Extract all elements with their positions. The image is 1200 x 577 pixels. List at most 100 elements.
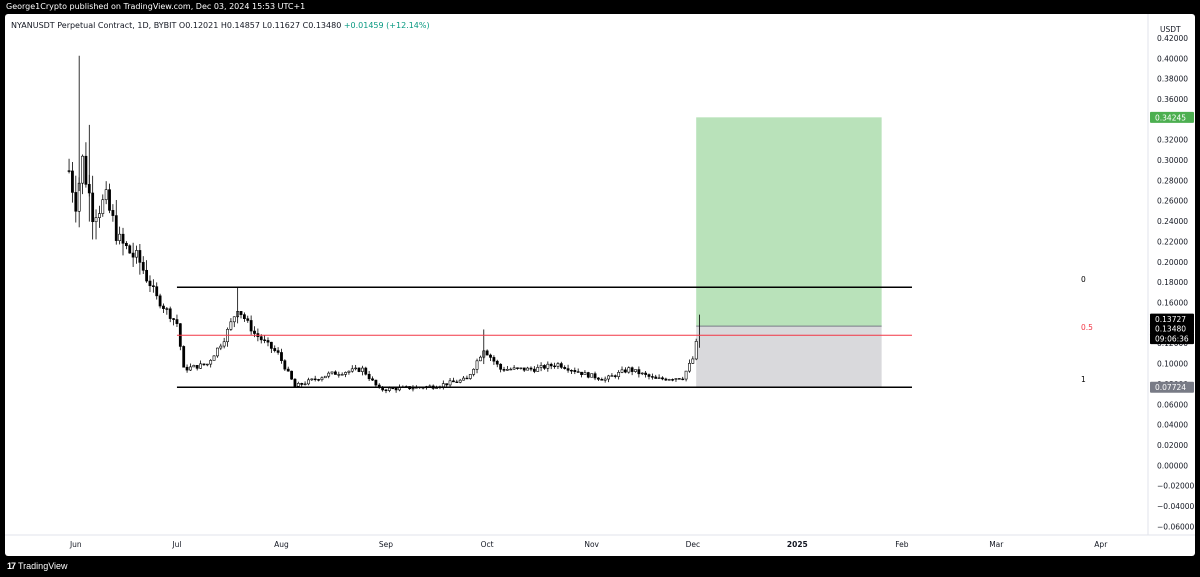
- time-tick-label: 2025: [787, 540, 808, 549]
- time-tick-label: Sep: [379, 540, 393, 549]
- candle-body: [286, 368, 290, 372]
- candle-body: [263, 339, 267, 341]
- candle-body: [553, 365, 556, 368]
- candle-body: [502, 369, 506, 371]
- candle-body: [489, 354, 492, 358]
- publisher-header: George1Crypto published on TradingView.c…: [0, 0, 1200, 14]
- candle-body: [529, 367, 533, 370]
- tradingview-logo[interactable]: 17 TradingView: [7, 561, 68, 572]
- price-label-box: [1150, 313, 1194, 325]
- price-tick-label: 0.24000: [1157, 217, 1188, 226]
- price-tick-label: 0.30000: [1157, 156, 1188, 165]
- candle-body: [280, 352, 283, 361]
- candle-body: [661, 377, 664, 380]
- price-label-box: [1150, 333, 1194, 345]
- time-tick-label: Nov: [584, 540, 599, 549]
- ohlc-high: H0.14857: [220, 21, 260, 30]
- candle-body: [350, 368, 354, 372]
- candle-body: [135, 250, 138, 258]
- candle-body: [229, 321, 233, 330]
- candle-body: [212, 355, 216, 361]
- candle-body: [610, 375, 614, 377]
- price-tick-label: 0.36000: [1157, 95, 1188, 104]
- candle-body: [681, 378, 685, 381]
- candle-body: [347, 370, 351, 373]
- candle-body: [334, 371, 337, 375]
- price-label-text: 0.13727: [1155, 315, 1186, 324]
- price-tick-label: 0.38000: [1157, 75, 1188, 84]
- fib-level-label: 0.5: [1081, 323, 1093, 332]
- price-tick-label: −0.02000: [1157, 482, 1195, 491]
- tradingview-logo-icon: 17: [7, 561, 16, 571]
- candle-body: [516, 367, 519, 369]
- candle-body: [232, 316, 236, 323]
- price-tick-label: 0.02000: [1157, 441, 1188, 450]
- time-tick-label: Apr: [1094, 540, 1108, 549]
- candle-body: [148, 280, 152, 287]
- candle-body: [124, 242, 128, 247]
- candle-body: [101, 199, 105, 214]
- price-tick-label: −0.04000: [1157, 502, 1195, 511]
- candle-body: [677, 378, 681, 380]
- candle-body: [654, 376, 658, 379]
- candle-body: [617, 372, 621, 377]
- time-tick-label: Dec: [686, 540, 701, 549]
- candle-body: [452, 380, 455, 383]
- candle-body: [283, 360, 287, 370]
- candle-body: [327, 372, 331, 377]
- candle-body: [293, 378, 297, 387]
- candle-body: [253, 330, 256, 334]
- candle-body: [526, 367, 530, 371]
- candle-body: [532, 368, 536, 372]
- candle-body: [691, 358, 695, 364]
- candle-body: [199, 363, 202, 369]
- candle-body: [512, 367, 516, 370]
- candle-body: [108, 189, 111, 211]
- candle-body: [607, 375, 610, 380]
- candle-body: [472, 368, 476, 375]
- time-tick-label: Oct: [481, 540, 494, 549]
- candle-body: [185, 366, 189, 371]
- candle-body: [320, 377, 324, 381]
- candle-body: [586, 372, 590, 378]
- chart-panel[interactable]: NYANUSDT Perpetual Contract, 1D, BYBIT O…: [5, 14, 1195, 556]
- price-tick-label: 0.26000: [1157, 197, 1188, 206]
- candle-body: [165, 308, 169, 310]
- candles-layer: [67, 55, 700, 394]
- candle-body: [81, 155, 84, 184]
- candle-body: [566, 368, 570, 371]
- time-tick-label: Mar: [989, 540, 1004, 549]
- price-chart[interactable]: 00.51 USDT 0.420000.400000.380000.360000…: [5, 14, 1195, 556]
- price-label-text: 0.13480: [1155, 325, 1186, 334]
- candle-body: [492, 357, 496, 362]
- candle-body: [694, 340, 698, 360]
- candle-body: [222, 341, 226, 347]
- candle-body: [462, 377, 465, 381]
- time-tick-label: Jun: [69, 540, 82, 549]
- price-tick-label: 0.32000: [1157, 136, 1188, 145]
- currency-label: USDT: [1160, 25, 1181, 34]
- candle-body: [340, 374, 344, 376]
- candle-body: [276, 350, 280, 353]
- candle-body: [189, 366, 192, 371]
- candle-body: [543, 365, 546, 369]
- fib-level-label: 0: [1081, 275, 1086, 284]
- price-tick-label: 0.42000: [1157, 34, 1188, 43]
- candle-body: [273, 348, 277, 351]
- price-tick-label: 0.06000: [1157, 400, 1188, 409]
- candle-body: [155, 286, 159, 297]
- candle-body: [371, 378, 374, 381]
- candle-body: [563, 367, 567, 369]
- candle-body: [266, 340, 270, 343]
- candle-body: [290, 370, 293, 380]
- price-tick-label: 0.10000: [1157, 360, 1188, 369]
- candle-body: [576, 371, 580, 373]
- candle-body: [145, 269, 149, 282]
- candle-body: [323, 375, 327, 379]
- candle-body: [216, 347, 219, 357]
- profit-zone: [696, 117, 882, 327]
- candle-body: [74, 192, 78, 212]
- candle-body: [499, 363, 503, 370]
- candle-body: [374, 379, 378, 386]
- candle-body: [593, 373, 597, 379]
